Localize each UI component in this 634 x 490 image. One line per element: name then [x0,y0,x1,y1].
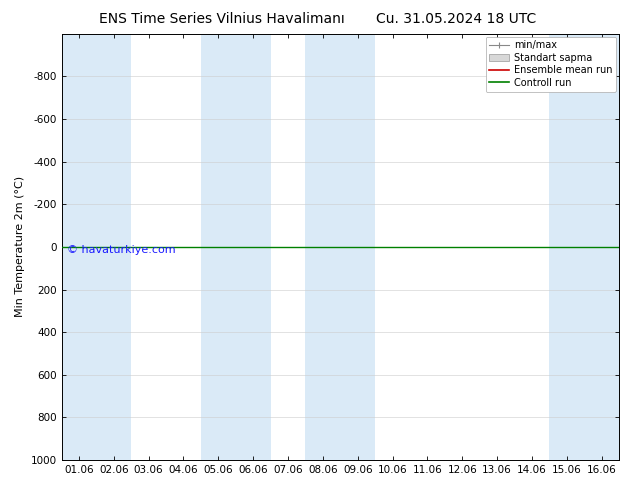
Text: © havaturkiye.com: © havaturkiye.com [67,245,176,255]
Bar [201,34,271,460]
Y-axis label: Min Temperature 2m (°C): Min Temperature 2m (°C) [15,176,25,318]
Bar [549,34,619,460]
Legend: min/max, Standart sapma, Ensemble mean run, Controll run: min/max, Standart sapma, Ensemble mean r… [486,37,616,92]
Text: ENS Time Series Vilnius Havalimanı: ENS Time Series Vilnius Havalimanı [99,12,345,26]
Text: Cu. 31.05.2024 18 UTC: Cu. 31.05.2024 18 UTC [377,12,536,26]
Bar [61,34,131,460]
Bar [306,34,375,460]
